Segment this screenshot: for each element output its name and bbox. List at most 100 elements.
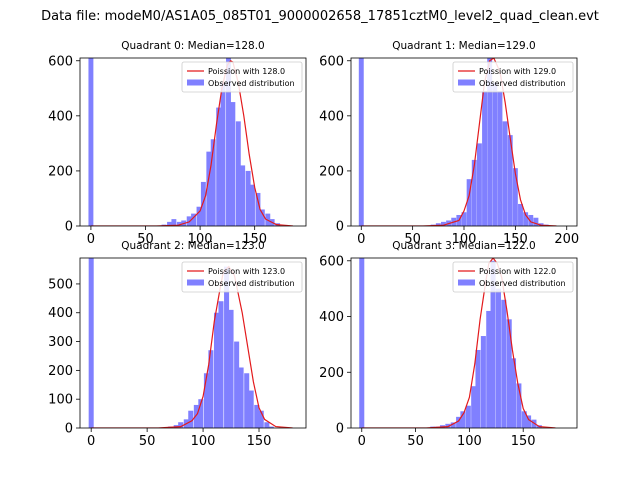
quadrant-3-panel: Quadrant 3: Median=122.0 0 50 100 150 0 200 400… bbox=[319, 240, 578, 449]
histogram-bar bbox=[512, 168, 518, 226]
y-tick-label: 300 bbox=[48, 335, 73, 350]
histogram-bar bbox=[250, 184, 255, 226]
histogram-bar bbox=[359, 258, 365, 428]
y-tick-label: 400 bbox=[48, 306, 73, 321]
histogram-bar bbox=[480, 336, 486, 428]
legend-box bbox=[452, 61, 574, 93]
histogram-bar bbox=[259, 209, 265, 226]
x-tick-label: 150 bbox=[242, 232, 267, 247]
histogram-bar bbox=[497, 91, 503, 226]
histogram-bar bbox=[471, 159, 477, 226]
legend-label-observed: Observed distribution bbox=[208, 279, 295, 288]
x-tick-label: 50 bbox=[407, 434, 424, 449]
x-tick-label: 50 bbox=[137, 232, 154, 247]
quadrant-0-panel: Quadrant 0: Median=128.0 0 50 100 150 0 200 400… bbox=[48, 40, 307, 247]
histogram-bar bbox=[518, 203, 523, 226]
quadrant-1-legend: Poission with 129.0 Observed distribution bbox=[452, 61, 574, 93]
histogram-bar bbox=[240, 165, 246, 226]
histogram-bar bbox=[230, 102, 236, 226]
histogram-bar bbox=[506, 319, 512, 428]
histogram-bar bbox=[531, 419, 537, 428]
histogram-bar bbox=[216, 107, 222, 226]
histogram-bar bbox=[502, 121, 508, 226]
histogram-bar bbox=[203, 373, 209, 428]
y-tick-label: 400 bbox=[319, 310, 344, 325]
histogram-bar bbox=[523, 212, 529, 226]
histogram-bar bbox=[198, 399, 204, 428]
y-tick-label: 100 bbox=[48, 393, 73, 408]
histogram-bar bbox=[258, 410, 264, 428]
histogram-bar bbox=[248, 390, 254, 428]
histogram-bar bbox=[196, 206, 202, 226]
histogram-bar bbox=[435, 223, 441, 226]
histogram-bar bbox=[507, 135, 513, 226]
legend-patch-swatch bbox=[458, 79, 475, 86]
histogram-bar bbox=[460, 411, 466, 428]
x-tick-label: 100 bbox=[452, 232, 477, 247]
histogram-bar bbox=[200, 181, 206, 226]
histogram-bar bbox=[218, 301, 224, 428]
histogram-bar bbox=[224, 266, 230, 428]
axes-frame bbox=[350, 257, 578, 429]
legend-box bbox=[452, 261, 574, 293]
y-tick-label: 600 bbox=[319, 54, 344, 69]
figure-suptitle: Data file: modeM0/AS1A05_085T01_90000026… bbox=[41, 9, 599, 24]
x-tick-label: 0 bbox=[87, 232, 95, 247]
histogram-bar bbox=[188, 410, 194, 428]
histogram-bar bbox=[178, 422, 184, 428]
legend-label-fit: Poission with 123.0 bbox=[208, 267, 285, 276]
poisson-fit-line bbox=[361, 58, 557, 226]
x-tick-label: 0 bbox=[87, 434, 95, 449]
legend-patch-swatch bbox=[187, 79, 204, 86]
histogram-bar bbox=[445, 423, 451, 428]
x-tick-label: 150 bbox=[503, 232, 528, 247]
poisson-fit-line bbox=[361, 258, 556, 428]
histogram-bar bbox=[533, 217, 539, 226]
histogram-bar bbox=[358, 58, 364, 226]
histogram-bar bbox=[521, 411, 527, 428]
quadrant-0-legend: Poission with 128.0 Observed distribution bbox=[181, 61, 303, 93]
histogram-bar bbox=[486, 310, 492, 428]
histogram-bar bbox=[528, 214, 534, 226]
x-tick-label: 0 bbox=[358, 434, 366, 449]
histogram-bar bbox=[516, 383, 522, 428]
legend-box bbox=[181, 261, 303, 293]
histogram-bar bbox=[490, 260, 496, 428]
histogram-bar bbox=[193, 404, 199, 428]
histogram-bar bbox=[487, 58, 493, 226]
y-tick-label: 500 bbox=[48, 277, 73, 292]
legend-label-observed: Observed distribution bbox=[208, 79, 295, 88]
legend-box bbox=[181, 61, 303, 93]
y-tick-label: 400 bbox=[48, 109, 73, 124]
histogram-bar bbox=[210, 139, 216, 226]
x-tick-label: 150 bbox=[511, 434, 536, 449]
y-tick-label: 400 bbox=[319, 109, 344, 124]
quadrant-2-title: Quadrant 2: Median=123.0 bbox=[121, 240, 264, 252]
histogram-bar bbox=[244, 373, 250, 428]
legend-label-fit: Poission with 129.0 bbox=[479, 67, 556, 76]
quadrant-3-legend: Poission with 122.0 Observed distribution bbox=[452, 261, 574, 293]
histogram-bar bbox=[234, 341, 240, 428]
histogram-bar bbox=[495, 288, 501, 428]
histogram-bar bbox=[510, 358, 517, 428]
y-tick-label: 0 bbox=[336, 220, 344, 235]
histogram-bar bbox=[88, 258, 94, 428]
legend-label-observed: Observed distribution bbox=[479, 79, 566, 88]
legend-label-fit: Poission with 122.0 bbox=[479, 267, 556, 276]
legend-label-fit: Poission with 128.0 bbox=[208, 67, 285, 76]
histogram-bar bbox=[492, 82, 498, 226]
x-tick-label: 50 bbox=[139, 434, 156, 449]
histogram-bar bbox=[471, 386, 477, 428]
y-tick-label: 200 bbox=[319, 164, 344, 179]
histogram-bar bbox=[191, 213, 197, 226]
histogram-bar bbox=[482, 91, 488, 226]
x-tick-label: 150 bbox=[247, 434, 272, 449]
quadrant-3-title: Quadrant 3: Median=122.0 bbox=[392, 240, 535, 252]
histogram-bar bbox=[465, 405, 471, 428]
y-tick-label: 600 bbox=[48, 54, 73, 69]
quadrant-2-plot-area bbox=[88, 258, 293, 428]
histogram-bar bbox=[526, 415, 532, 428]
histogram-bar bbox=[213, 312, 220, 428]
histogram-bar bbox=[245, 170, 251, 226]
histogram-bar bbox=[206, 151, 212, 226]
